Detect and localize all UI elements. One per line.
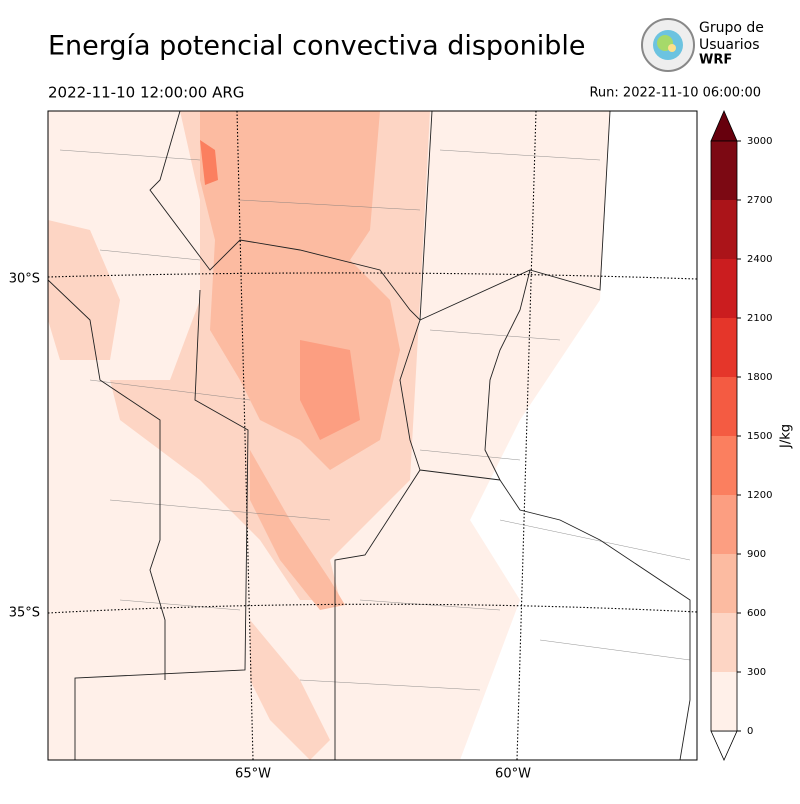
colorbar-segment [711, 200, 737, 259]
lat-label: 35°S [9, 606, 40, 621]
field-area [250, 620, 330, 760]
logo-text: WRF [699, 53, 732, 68]
colorbar-tick-label: 300 [747, 667, 766, 678]
parallel [48, 272, 697, 280]
parallel [48, 603, 697, 614]
colorbar-tick-label: 1200 [747, 490, 772, 501]
field-area [300, 340, 360, 440]
colorbar-tick-label: 1800 [747, 372, 772, 383]
logo: Grupo de Usuarios WRF [641, 18, 764, 72]
lat-label: 30°S [9, 272, 40, 287]
logo-text: Usuarios [699, 37, 760, 53]
field-area [48, 220, 120, 360]
map: 30°S 35°S 65°W 60°W [9, 110, 698, 782]
colorbar-tick-label: 2100 [747, 313, 772, 324]
colorbar-tick-label: 3000 [747, 136, 772, 147]
colorbar-segment [711, 436, 737, 495]
colorbar-segment [711, 259, 737, 318]
colorbar-segment [711, 141, 737, 200]
logo-text: Grupo de [699, 20, 764, 36]
province-border [48, 111, 691, 760]
colorbar-over [710, 109, 738, 142]
lon-label: 60°W [495, 767, 531, 782]
colorbar: J/kg 0 300 600 900 1200 1500 1800 2100 2400 2700 3… [710, 109, 794, 761]
colorbar-segment [711, 554, 737, 613]
field-area [200, 140, 218, 185]
department-border [59, 149, 691, 691]
colorbar-tick-label: 1500 [747, 431, 772, 442]
field-area [250, 450, 345, 610]
colorbar-segment [711, 318, 737, 377]
colorbar-under [710, 730, 738, 761]
colorbar-tick-label: 0 [747, 726, 753, 737]
lon-label: 65°W [235, 767, 271, 782]
colorbar-segment [711, 495, 737, 554]
colorbar-label: J/kg [779, 424, 794, 449]
colorbar-segment [711, 377, 737, 436]
map-frame [47, 110, 698, 761]
colorbar-tick-label: 900 [747, 549, 766, 560]
colorbar-tick-label: 2400 [747, 254, 772, 265]
colorbar-segment [711, 613, 737, 672]
valid-time: 2022-11-10 12:00:00 ARG [48, 84, 244, 102]
run-time: Run: 2022-11-10 06:00:00 [589, 86, 761, 101]
colorbar-tick-label: 2700 [747, 195, 772, 206]
title: Energía potencial convectiva disponible [48, 31, 585, 62]
colorbar-segment [711, 672, 737, 731]
colorbar-tick-label: 600 [747, 608, 766, 619]
